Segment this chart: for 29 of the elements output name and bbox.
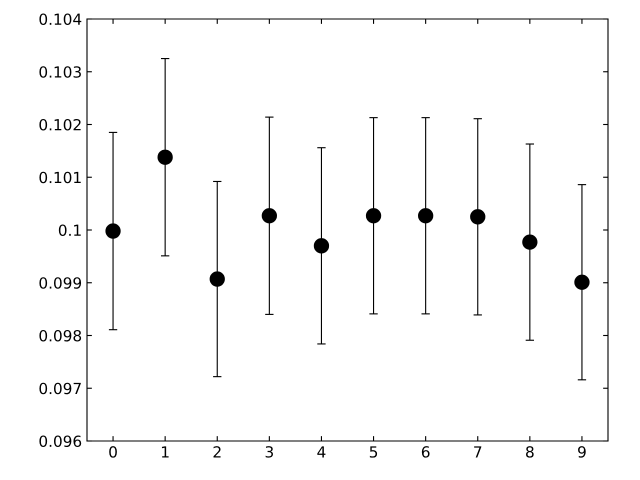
x-tick-label: 6 <box>422 446 430 458</box>
y-tick-label: 0.104 <box>39 13 82 26</box>
y-tick-label: 0.102 <box>39 118 81 131</box>
x-tick-label: 8 <box>526 446 534 458</box>
y-tick-label: 0.101 <box>39 172 81 184</box>
x-tick-label: 0 <box>109 446 117 458</box>
x-tick-label: 5 <box>370 446 378 458</box>
point <box>574 274 590 290</box>
point <box>210 271 225 287</box>
y-tick-label: 0.1 <box>58 224 81 236</box>
y-tick-label: 0.099 <box>39 277 82 289</box>
x-tick-label: 1 <box>162 446 169 458</box>
y-tick-label: 0.103 <box>39 66 81 78</box>
point <box>366 208 382 224</box>
x-tick-label: 2 <box>214 446 221 458</box>
y-tick-label: 0.096 <box>39 435 82 448</box>
x-tick-label: 3 <box>266 446 273 458</box>
point <box>105 223 121 239</box>
point <box>158 150 173 165</box>
y-tick-label: 0.097 <box>39 382 81 394</box>
point <box>418 208 434 224</box>
point <box>314 238 330 254</box>
point <box>470 209 486 224</box>
x-tick-label: 7 <box>474 446 482 458</box>
x-tick-label: 4 <box>317 446 326 458</box>
y-tick-label: 0.098 <box>39 330 82 342</box>
x-tick-label: 9 <box>578 446 586 458</box>
point <box>262 208 277 224</box>
point <box>522 234 538 250</box>
